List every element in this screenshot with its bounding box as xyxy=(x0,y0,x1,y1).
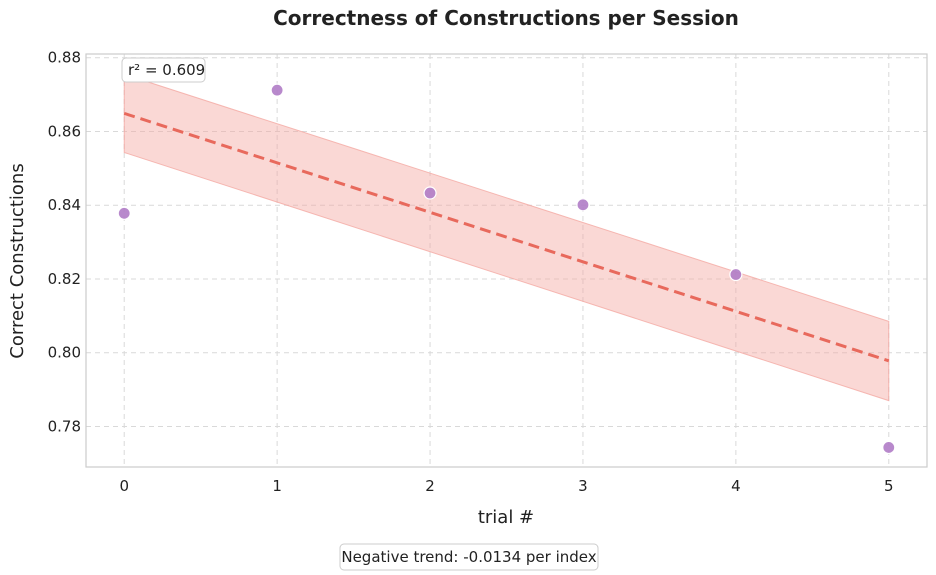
x-axis-label: trial # xyxy=(478,507,534,528)
x-tick-label: 4 xyxy=(731,477,741,495)
trend-note: Negative trend: -0.0134 per index xyxy=(339,543,599,571)
x-tick-labels: 0 1 2 3 4 5 xyxy=(119,477,893,495)
y-axis-label: Correct Constructions xyxy=(7,163,28,358)
trend-note-box xyxy=(339,543,599,571)
data-point xyxy=(423,186,437,200)
data-points xyxy=(117,83,896,455)
x-tick-label: 3 xyxy=(578,477,588,495)
data-point xyxy=(882,440,896,455)
y-tick-label: 0.86 xyxy=(48,122,81,140)
y-tick-labels: 0.78 0.80 0.82 0.84 0.86 0.88 xyxy=(48,49,81,436)
y-tick-label: 0.78 xyxy=(48,417,81,435)
trendline-layer xyxy=(123,111,890,363)
x-tick-label: 2 xyxy=(425,477,435,495)
data-point xyxy=(270,83,284,97)
y-tick-label: 0.84 xyxy=(48,196,81,214)
y-tick-label: 0.88 xyxy=(48,49,81,67)
data-point xyxy=(117,206,131,220)
trendline xyxy=(123,111,890,363)
x-tick-label: 5 xyxy=(884,477,894,495)
data-point xyxy=(729,267,743,282)
r-squared-box xyxy=(121,57,206,83)
r-squared-annotation: r² = 0.609 xyxy=(121,57,206,83)
chart-title: Correctness of Constructions per Session xyxy=(273,6,739,30)
x-tick-label: 0 xyxy=(119,477,129,495)
trend-note-text: Negative trend: -0.0134 per index xyxy=(341,548,596,566)
plot-frame xyxy=(85,53,928,468)
data-point xyxy=(576,198,590,212)
r-squared-text: r² = 0.609 xyxy=(128,61,205,79)
x-tick-label: 1 xyxy=(272,477,282,495)
y-tick-label: 0.82 xyxy=(48,270,81,288)
y-tick-label: 0.80 xyxy=(48,344,81,362)
